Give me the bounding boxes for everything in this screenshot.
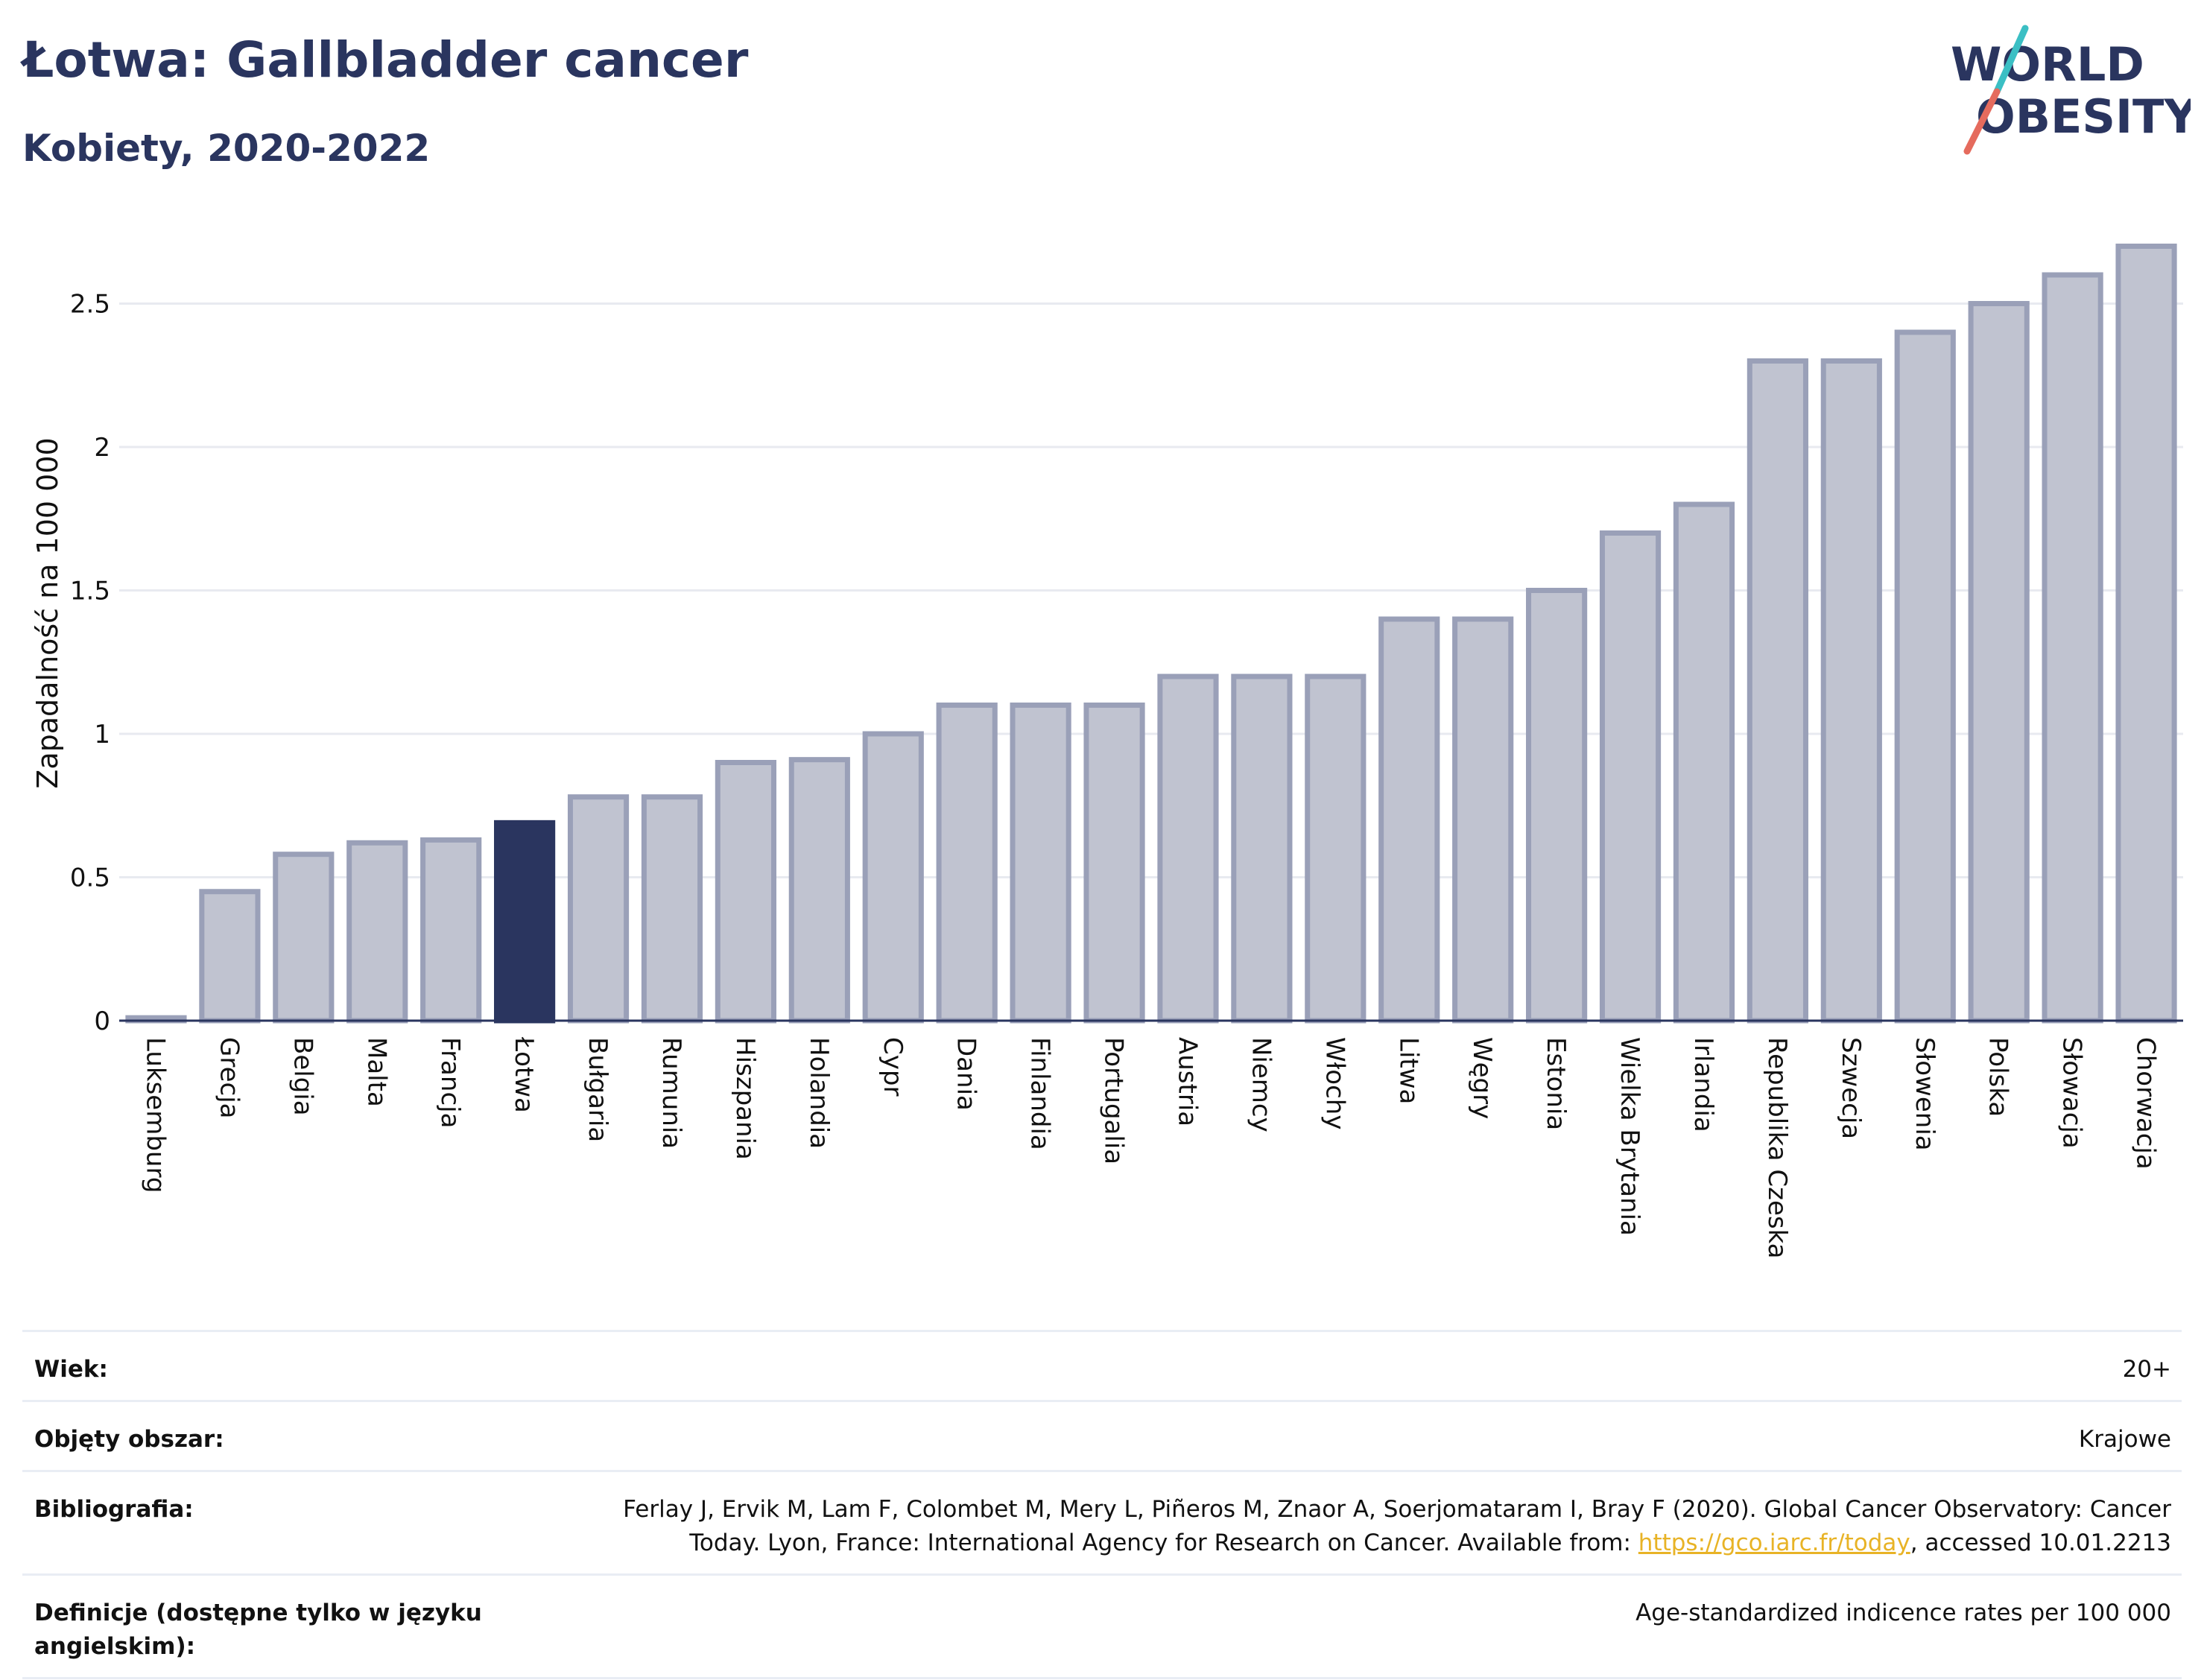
area-value: Krajowe [2078,1425,2171,1453]
x-tick-label: Chorwacja [2131,1037,2161,1170]
age-label: Wiek: [34,1356,108,1383]
bar-Polska [1968,301,2030,1024]
x-tick-label: Belgia [288,1037,317,1116]
bar-Belgia [273,852,335,1024]
bibliography-line2-pre: Today. Lyon, France: International Agenc… [689,1529,1638,1556]
y-tick-label: 0 [94,1007,110,1036]
x-tick-label: Rumunia [656,1037,686,1149]
bibliography-line2: Today. Lyon, France: International Agenc… [623,1527,2171,1560]
x-tick-label: Malta [361,1037,391,1107]
x-tick-label: Dania [951,1037,981,1111]
x-tick-label: Bułgaria [583,1037,612,1142]
x-tick-label: Łotwa [509,1036,539,1113]
logo-line2: OBESITY [1976,89,2191,144]
y-tick-label: 1 [94,720,110,749]
bar-chart: 0 0.5 1 1.5 2 2.5 Luksemburg Grecja Belgia Malta… [31,244,2183,1259]
bar-Słowacja [2042,272,2103,1024]
x-tick-label: Słowacja [2057,1037,2087,1149]
meta-row-bibliography: Bibliografia: Ferlay J, Ervik M, Lam F, … [22,1469,2182,1573]
bibliography-link[interactable]: https://gco.iarc.fr/today [1638,1529,1910,1556]
bar-Holandia [788,757,850,1024]
x-tick-label: Słowenia [1910,1037,1939,1151]
bar-Malta [346,840,408,1024]
bar-Rumunia [641,794,703,1024]
x-axis-tick-labels: Luksemburg Grecja Belgia Malta Francja Łotwa B… [140,1036,2160,1259]
logo-line1: WORLD [1951,37,2144,92]
y-tick-label: 1.5 [70,577,110,606]
x-tick-label: Hiszpania [730,1037,760,1160]
bibliography-value: Ferlay J, Ervik M, Lam F, Colombet M, Me… [623,1493,2171,1560]
x-tick-label: Estonia [1541,1037,1571,1130]
x-tick-label: Republika Czeska [1762,1037,1792,1259]
x-tick-label: Węgry [1467,1037,1497,1119]
bars-layer [125,244,2177,1024]
bar-Irlandia [1673,501,1735,1024]
metadata-table: Wiek: 20+ Objęty obszar: Krajowe Bibliog… [22,1330,2182,1679]
x-tick-label: Finlandia [1025,1037,1055,1150]
x-tick-label: Luksemburg [140,1037,170,1193]
age-value: 20+ [2122,1356,2171,1383]
bar-Dania [936,703,998,1024]
x-tick-label: Cypr [878,1037,908,1096]
x-tick-label: Litwa [1393,1037,1423,1104]
definitions-value: Age-standardized indicence rates per 100… [1635,1599,2171,1626]
meta-row-age: Wiek: 20+ [22,1330,2182,1400]
x-tick-label: Irlandia [1688,1037,1718,1132]
x-tick-label: Wielka Brytania [1615,1037,1644,1236]
area-label: Objęty obszar: [34,1425,224,1453]
bar-Portugalia [1083,703,1145,1024]
bar-Wielka Brytania [1599,530,1662,1024]
bar-Bułgaria [567,794,630,1024]
x-tick-label: Holandia [804,1037,834,1149]
bar-Chorwacja [2115,244,2177,1024]
y-tick-label: 2 [94,433,110,463]
meta-row-definitions: Definicje (dostępne tylko w języku angie… [22,1573,2182,1679]
x-tick-label: Niemcy [1246,1037,1276,1132]
bar-Republika Czeska [1747,358,1808,1024]
bar-Słowenia [1894,329,1956,1024]
bar-Niemcy [1231,673,1293,1024]
page-subtitle: Kobiety, 2020-2022 [22,127,431,170]
bar-Austria [1157,673,1219,1024]
bar-Estonia [1526,588,1588,1024]
definitions-label: Definicje (dostępne tylko w języku angie… [34,1599,482,1660]
logo-slash-top [1993,25,2029,95]
y-axis-ticks: 0 0.5 1 1.5 2 2.5 [70,290,110,1037]
x-tick-label: Polska [1983,1037,2013,1117]
x-tick-label: Grecja [214,1037,244,1118]
bibliography-label: Bibliografia: [34,1495,194,1523]
bar-Węgry [1452,616,1514,1024]
bar-Łotwa [494,820,556,1024]
bibliography-line1: Ferlay J, Ervik M, Lam F, Colombet M, Me… [623,1495,2171,1523]
x-tick-label: Portugalia [1099,1037,1129,1164]
world-obesity-logo: WORLD OBESITY [1951,25,2191,155]
bar-Włochy [1305,673,1367,1024]
bar-Hiszpania [715,760,776,1024]
logo-slash-bottom [1963,88,2001,155]
x-tick-label: Włochy [1320,1037,1349,1129]
bar-Grecja [199,889,261,1024]
bar-Finlandia [1010,703,1071,1024]
bibliography-line2-post: , accessed 10.01.2213 [1910,1529,2171,1556]
meta-row-area: Objęty obszar: Krajowe [22,1399,2182,1470]
page-title: Łotwa: Gallbladder cancer [22,31,749,89]
y-tick-label: 2.5 [70,290,110,320]
bar-Litwa [1378,616,1440,1024]
x-tick-label: Austria [1172,1037,1202,1126]
bar-Cypr [862,731,924,1024]
bar-Szwecja [1820,358,1882,1024]
x-tick-label: Francja [435,1037,465,1128]
y-tick-label: 0.5 [70,863,110,893]
x-tick-label: Szwecja [1836,1037,1866,1139]
y-axis-label: Zapadalność na 100 000 [31,437,64,788]
bar-Francja [420,837,482,1024]
